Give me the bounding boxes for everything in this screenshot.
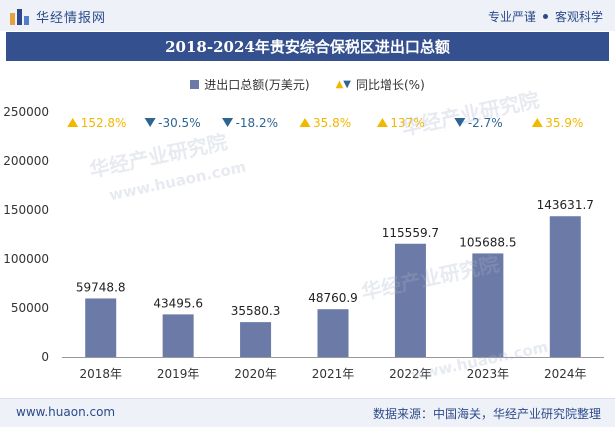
y-tick-label: 200000 xyxy=(3,154,49,168)
chart-plot: 0 50000 100000 150000 200000 250000 59748.8 201… xyxy=(3,105,604,381)
x-tick-label: 2024年 xyxy=(544,367,587,381)
bar-value-label: 105688.5 xyxy=(459,235,516,249)
growth-label: -30.5% xyxy=(158,116,200,130)
triangle-up-icon xyxy=(299,118,311,127)
legend-growth-icons: ▲ ▼ xyxy=(336,79,351,90)
logo-icon xyxy=(10,7,30,25)
x-tick-label: 2019年 xyxy=(157,367,200,381)
dot-icon xyxy=(542,14,548,19)
x-tick-label: 2018年 xyxy=(79,367,122,381)
logo[interactable]: 华经情报网 xyxy=(10,7,107,26)
bar xyxy=(317,309,349,357)
triangle-down-icon: ▼ xyxy=(343,79,351,90)
growth-label: 137% xyxy=(390,116,424,130)
tagline-right: 客观科学 xyxy=(554,10,603,24)
bar xyxy=(472,253,504,357)
bar xyxy=(549,216,581,357)
y-tick-label: 150000 xyxy=(3,203,49,217)
y-tick-label: 100000 xyxy=(3,252,49,266)
bar-value-label: 115559.7 xyxy=(382,226,439,240)
triangle-up-icon xyxy=(67,118,79,127)
bar xyxy=(394,243,426,357)
chart-title-bar: 2018-2024年贵安综合保税区进出口总额 xyxy=(6,32,609,61)
triangle-down-icon xyxy=(454,118,466,127)
x-tick-label: 2023年 xyxy=(467,367,510,381)
tagline-left: 专业严谨 xyxy=(487,10,536,24)
growth-label: 152.8% xyxy=(81,116,127,130)
bar-value-label: 48760.9 xyxy=(308,291,358,305)
footer-bar: www.huaon.com 数据来源：中国海关，华经产业研究院整理 xyxy=(0,398,615,427)
legend-item-growth[interactable]: ▲ ▼ 同比增长(%) xyxy=(310,76,425,93)
bar-value-label: 143631.7 xyxy=(537,198,594,212)
legend-label-total: 进出口总额(万美元) xyxy=(204,78,310,92)
triangle-up-icon xyxy=(531,118,543,127)
x-tick-label: 2020年 xyxy=(234,367,277,381)
site-name: 华经情报网 xyxy=(36,10,107,26)
legend-label-growth: 同比增长(%) xyxy=(356,78,425,92)
tagline: 专业严谨 客观科学 xyxy=(488,8,603,25)
footer-url[interactable]: www.huaon.com xyxy=(16,405,116,419)
chart-title: 2018-2024年贵安综合保税区进出口总额 xyxy=(165,38,450,56)
bar xyxy=(85,298,117,357)
x-tick-label: 2022年 xyxy=(389,367,432,381)
y-tick-label: 250000 xyxy=(3,105,49,119)
growth-label: 35.8% xyxy=(313,116,351,130)
y-tick-label: 50000 xyxy=(11,301,49,315)
bar-value-label: 59748.8 xyxy=(76,280,126,294)
y-tick-label: 0 xyxy=(41,350,49,364)
bar-value-label: 43495.6 xyxy=(153,296,203,310)
bar xyxy=(240,322,272,357)
triangle-up-icon: ▲ xyxy=(335,79,344,90)
legend-item-total[interactable]: 进出口总额(万美元) xyxy=(190,76,310,93)
footer-source: 数据来源：中国海关，华经产业研究院整理 xyxy=(372,407,601,421)
bar xyxy=(162,314,194,357)
growth-label: -18.2% xyxy=(236,116,278,130)
legend-swatch xyxy=(190,80,200,89)
growth-label: -2.7% xyxy=(468,116,503,130)
x-tick-label: 2021年 xyxy=(312,367,355,381)
header-bar: 华经情报网 专业严谨 客观科学 xyxy=(0,0,615,31)
growth-label: 35.9% xyxy=(545,116,583,130)
triangle-down-icon xyxy=(222,118,234,127)
chart-legend: 进出口总额(万美元) ▲ ▼ 同比增长(%) xyxy=(0,76,615,93)
bar-value-label: 35580.3 xyxy=(231,304,281,318)
triangle-down-icon xyxy=(144,118,156,127)
triangle-up-icon xyxy=(376,118,388,127)
